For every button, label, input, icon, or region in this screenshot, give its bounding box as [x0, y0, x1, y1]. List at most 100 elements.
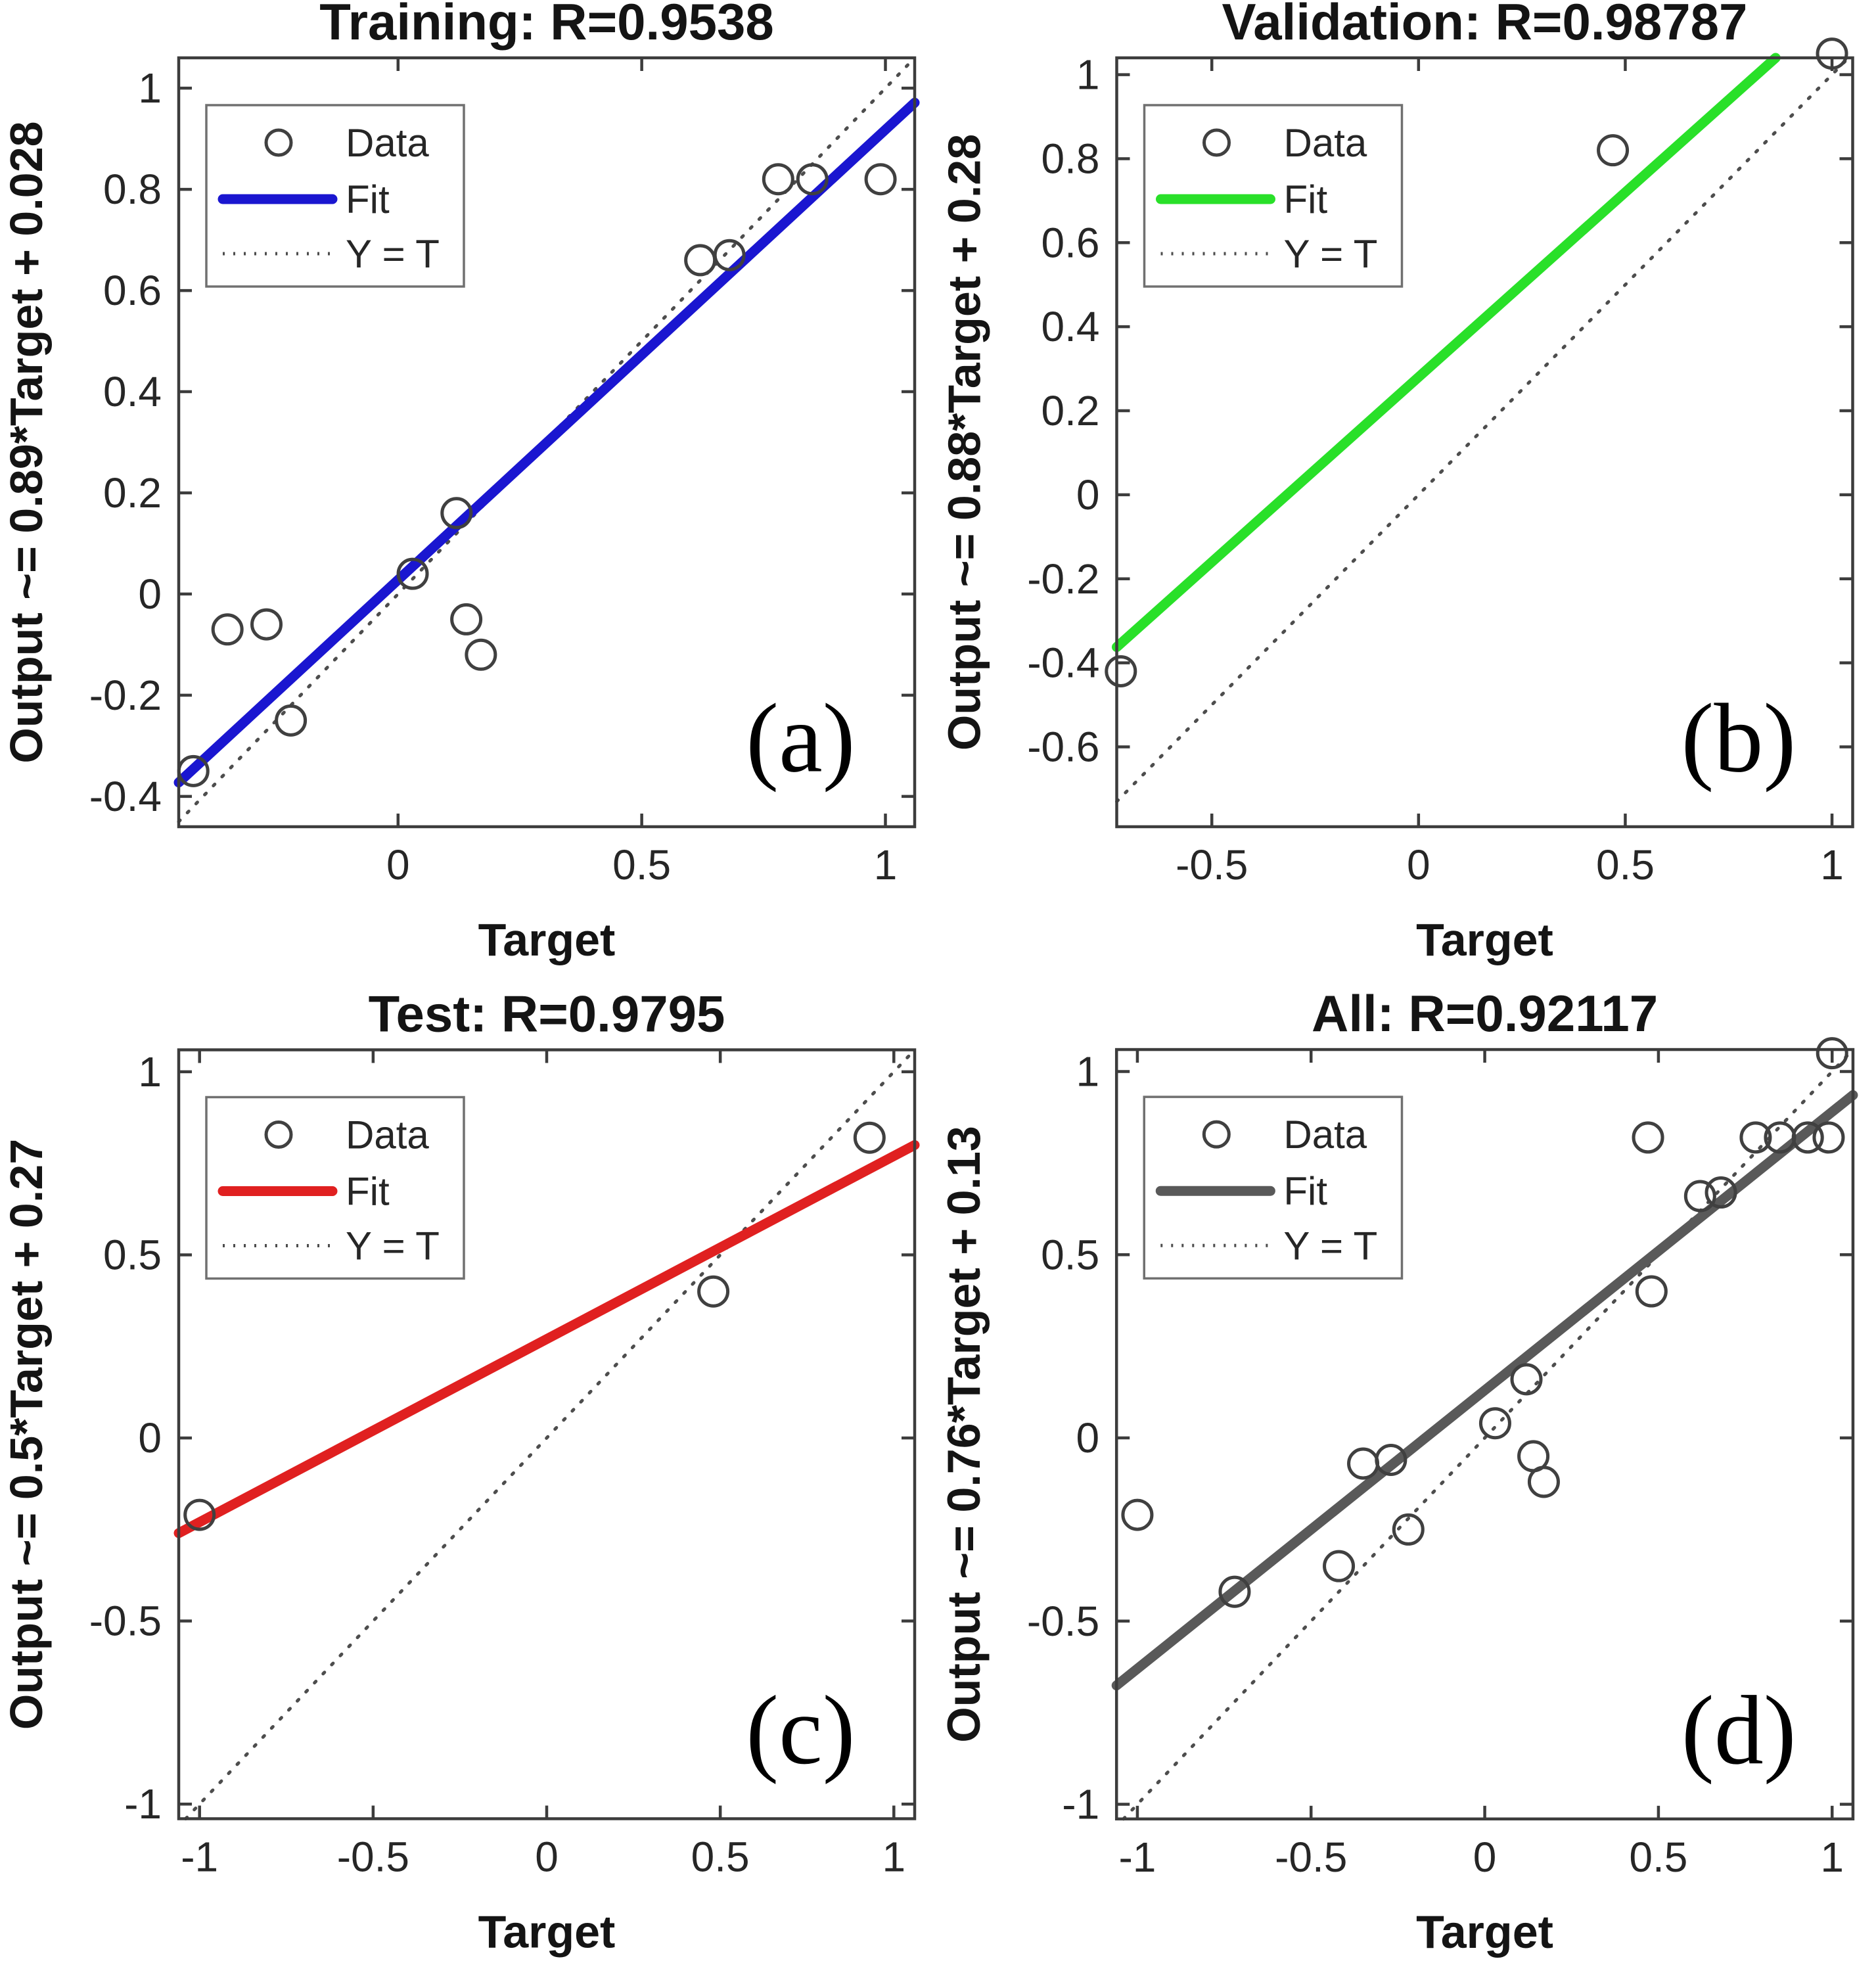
x-axis-label: Target — [478, 914, 616, 965]
panel-letter: (a) — [746, 683, 855, 793]
all-chart: -1 -0.5 0 0.5 1 1 0.5 0 -0.5 -1 All: R=0.92117 Targ… — [938, 984, 1876, 1984]
x-tick-label: 0.5 — [691, 1834, 750, 1881]
legend-data-marker — [1202, 128, 1231, 157]
x-tick-label: 1 — [1820, 841, 1844, 888]
data-point — [697, 1275, 730, 1308]
legend-fit-label: Fit — [1283, 1169, 1327, 1213]
data-point — [864, 163, 897, 196]
identity-line — [184, 1048, 917, 1820]
y-tick-label: 0 — [138, 570, 162, 618]
y-axis-label: Output ~= 0.5*Target + 0.27 — [1, 1139, 52, 1730]
legend-fit-label: Fit — [346, 177, 390, 221]
y-tick-label: 0.5 — [103, 1232, 162, 1279]
x-tick-label: -0.5 — [1176, 841, 1248, 888]
data-point — [1527, 1465, 1560, 1498]
legend-fit-label: Fit — [346, 1170, 390, 1214]
y-tick-label: -0.4 — [89, 773, 162, 820]
data-point — [1791, 1121, 1824, 1154]
data-point — [450, 603, 483, 635]
data-point — [1323, 1550, 1356, 1582]
x-tick-label: -0.5 — [1275, 1834, 1347, 1881]
y-tick-label: 0.4 — [103, 368, 162, 415]
y-axis-label: Output ~= 0.76*Target + 0.13 — [938, 1126, 990, 1743]
data-point — [1683, 1180, 1716, 1212]
data-point — [1816, 1037, 1848, 1070]
y-tick-label: 0.2 — [1041, 387, 1100, 434]
x-tick-label: 0 — [535, 1834, 559, 1881]
y-tick-label: 1 — [138, 64, 162, 112]
x-tick-label: -1 — [181, 1834, 218, 1881]
fit-line — [1111, 1090, 1858, 1691]
data-point — [1812, 1121, 1845, 1154]
y-tick-label: 0 — [138, 1414, 162, 1462]
data-point — [853, 1121, 886, 1154]
x-tick-label: -0.5 — [337, 1834, 409, 1881]
data-point — [1105, 655, 1137, 687]
y-tick-label: -0.5 — [89, 1598, 162, 1645]
data-point — [1632, 1121, 1664, 1154]
data-point — [1478, 1407, 1511, 1440]
data-point — [762, 163, 794, 196]
training-chart: 0 0.5 1 1 0.8 0.6 0.4 0.2 0 -0.2 -0.4 Training: R=0… — [0, 0, 938, 992]
legend-data-label: Data — [346, 1113, 429, 1157]
legend-data-marker — [1202, 1120, 1231, 1149]
legend: Data Fit Y = T — [1143, 1096, 1404, 1280]
y-tick-label: -0.5 — [1027, 1598, 1099, 1645]
y-tick-label: 0.8 — [103, 166, 162, 213]
data-point — [183, 1498, 216, 1531]
x-tick-label: 0.5 — [612, 841, 671, 888]
data-point — [713, 239, 746, 271]
data-point — [1635, 1275, 1668, 1308]
y-tick-label: 0.4 — [1041, 303, 1100, 350]
legend-data-label: Data — [346, 121, 429, 165]
x-tick-label: 1 — [874, 841, 898, 888]
y-tick-label: 1 — [1076, 51, 1100, 99]
panel-training: 0 0.5 1 1 0.8 0.6 0.4 0.2 0 -0.2 -0.4 Training: R=0… — [0, 0, 938, 992]
chart-title: Validation: R=0.98787 — [1222, 0, 1748, 51]
panel-letter: (c) — [746, 1676, 855, 1785]
legend-data-marker — [264, 128, 293, 157]
legend-data-label: Data — [1284, 121, 1367, 165]
y-axis-label: Output ~= 0.88*Target + 0.28 — [939, 134, 990, 750]
data-point — [1597, 134, 1630, 167]
data-point — [1739, 1121, 1772, 1154]
legend-fit-label: Fit — [1284, 177, 1328, 221]
axis-box — [1115, 56, 1854, 829]
data-point — [465, 638, 497, 671]
x-tick-label: 1 — [882, 1834, 906, 1881]
x-axis-label: Target — [478, 1906, 616, 1958]
y-tick-label: 0 — [1076, 1414, 1100, 1462]
identity-line — [177, 56, 917, 823]
panel-letter: (b) — [1681, 683, 1796, 793]
legend: Data Fit Y = T — [1143, 104, 1404, 288]
panel-letter: (d) — [1682, 1676, 1796, 1785]
y-tick-label: 0.5 — [1041, 1231, 1099, 1278]
data-point — [1218, 1575, 1251, 1608]
validation-chart: -0.5 0 0.5 1 1 0.8 0.6 0.4 0.2 0 -0.2 -0.4 -0.6 Valid… — [938, 0, 1876, 992]
data-point — [250, 608, 283, 641]
axis-box — [177, 56, 917, 829]
y-tick-label: -0.4 — [1027, 639, 1099, 687]
data-point — [1121, 1498, 1154, 1531]
legend-identity-label: Y = T — [346, 1224, 440, 1268]
chart-background — [938, 992, 1876, 1984]
legend-data-marker — [264, 1120, 293, 1149]
x-tick-label: 0.5 — [1629, 1834, 1687, 1881]
chart-title: Training: R=0.9538 — [319, 0, 773, 51]
x-tick-label: 0 — [386, 841, 410, 888]
x-tick-label: 0 — [1473, 1834, 1497, 1881]
x-tick-label: -1 — [1118, 1834, 1156, 1881]
y-tick-label: 0.6 — [103, 267, 162, 314]
legend: Data Fit Y = T — [205, 1096, 465, 1280]
y-tick-label: 1 — [1076, 1048, 1100, 1096]
data-point — [440, 497, 473, 530]
identity-line — [1122, 1048, 1855, 1821]
y-tick-label: -1 — [124, 1780, 162, 1828]
legend-data-label: Data — [1283, 1113, 1367, 1157]
panel-test: -1 -0.5 0 0.5 1 1 0.5 0 -0.5 -1 Test: R=0.9795 Targ… — [0, 985, 938, 1984]
x-axis-label: Target — [1416, 914, 1553, 965]
data-point — [1704, 1176, 1737, 1209]
data-point — [1392, 1513, 1425, 1546]
y-tick-label: 0.2 — [103, 469, 162, 517]
data-point — [396, 557, 429, 590]
